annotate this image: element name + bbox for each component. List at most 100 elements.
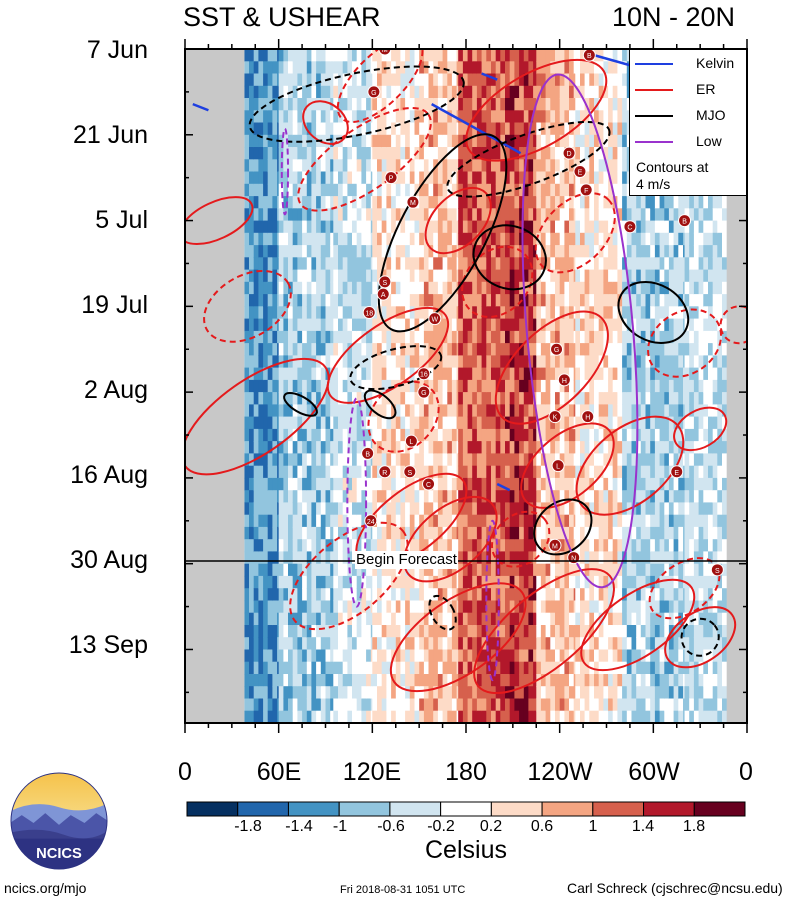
sst-cell — [631, 551, 637, 565]
sst-cell — [272, 588, 278, 602]
sst-cell — [356, 196, 362, 209]
sst-cell — [283, 134, 289, 148]
sst-cell — [491, 147, 497, 160]
sst-cell — [594, 490, 600, 504]
sst-cell — [278, 196, 284, 209]
sst-cell — [352, 514, 358, 528]
sst-cell — [555, 674, 561, 687]
sst-cell — [258, 514, 264, 528]
sst-cell — [528, 551, 534, 565]
sst-cell — [650, 588, 656, 602]
sst-cell — [391, 625, 397, 638]
sst-cell — [352, 294, 358, 307]
sst-cell — [278, 441, 284, 454]
sst-cell — [589, 637, 595, 651]
sst-cell — [612, 159, 618, 173]
sst-cell — [491, 85, 497, 99]
sst-cell — [491, 379, 497, 393]
sst-cell — [283, 73, 289, 87]
sst-cell — [626, 710, 633, 723]
sst-cell — [640, 318, 647, 332]
sst-cell — [437, 134, 444, 148]
sst-cell — [458, 159, 464, 173]
sst-cell — [617, 600, 623, 614]
sst-cell — [476, 122, 483, 136]
sst-cell — [458, 208, 464, 222]
sst-cell — [640, 232, 647, 246]
sst-cell — [462, 637, 469, 651]
sst-cell — [330, 490, 336, 504]
sst-cell — [467, 85, 473, 99]
sst-cell — [626, 674, 633, 687]
sst-cell — [491, 183, 497, 197]
sst-cell — [302, 159, 308, 173]
sst-cell — [569, 575, 575, 589]
sst-cell — [458, 269, 464, 283]
sst-cell — [423, 710, 430, 723]
sst-cell — [533, 637, 539, 651]
sst-cell — [467, 245, 473, 258]
sst-cell — [342, 171, 348, 185]
sst-cell — [433, 85, 439, 99]
sst-cell — [467, 625, 473, 638]
sst-cell — [258, 245, 264, 258]
sst-cell — [603, 281, 609, 295]
sst-cell — [395, 612, 402, 626]
sst-cell — [509, 245, 515, 258]
sst-cell — [361, 147, 367, 160]
sst-cell — [338, 490, 344, 504]
sst-cell — [352, 612, 358, 626]
sst-cell — [626, 392, 633, 405]
sst-cell — [491, 502, 497, 516]
sst-cell — [272, 232, 278, 246]
sst-cell — [486, 625, 492, 638]
sst-cell — [311, 306, 317, 320]
sst-cell — [514, 453, 520, 467]
sst-cell — [472, 208, 478, 222]
sst-cell — [419, 674, 425, 687]
sst-cell — [414, 208, 420, 222]
sst-cell — [550, 477, 556, 491]
sst-cell — [589, 698, 595, 712]
sst-cell — [278, 612, 284, 626]
sst-cell — [617, 686, 623, 700]
sst-cell — [253, 526, 259, 540]
sst-cell — [381, 698, 387, 712]
sst-cell — [352, 502, 358, 516]
sst-cell — [491, 73, 497, 87]
sst-cell — [519, 637, 525, 651]
sst-cell — [462, 441, 469, 454]
sst-cell — [519, 171, 525, 185]
sst-cell — [589, 490, 595, 504]
sst-cell — [564, 477, 570, 491]
sst-cell — [584, 294, 590, 307]
sst-cell — [555, 183, 561, 197]
sst-cell — [486, 453, 492, 467]
sst-cell — [320, 551, 327, 565]
sst-cell — [316, 674, 322, 687]
sst-cell — [405, 294, 411, 307]
sst-cell — [437, 612, 444, 626]
sst-cell — [467, 649, 473, 663]
sst-cell — [442, 122, 448, 136]
sst-cell — [330, 551, 336, 565]
sst-cell — [514, 661, 520, 675]
sst-cell — [306, 649, 313, 663]
sst-cell — [249, 710, 255, 723]
sst-cell — [272, 392, 278, 405]
sst-cell — [589, 281, 595, 295]
sst-cell — [253, 502, 259, 516]
sst-cell — [564, 257, 570, 271]
sst-cell — [545, 49, 551, 62]
sst-cell — [603, 196, 609, 209]
sst-cell — [640, 661, 647, 675]
sst-cell — [491, 539, 497, 553]
sst-cell — [564, 514, 570, 528]
sst-cell — [608, 661, 614, 675]
sst-cell — [377, 196, 383, 209]
sst-cell — [366, 526, 372, 540]
sst-cell — [598, 698, 604, 712]
sst-cell — [361, 159, 367, 173]
sst-cell — [263, 355, 269, 369]
sst-cell — [297, 575, 303, 589]
